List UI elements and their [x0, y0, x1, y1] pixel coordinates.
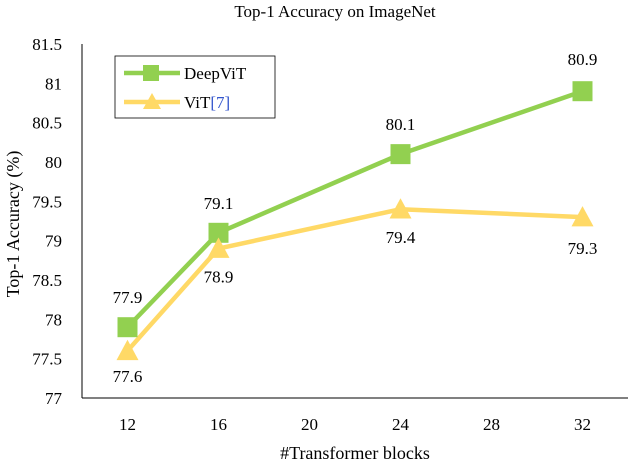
legend: DeepViT ViT[7]: [114, 55, 276, 119]
y-tick-label: 78: [45, 310, 62, 329]
data-label-vit: 78.9: [204, 268, 234, 287]
y-tick-label: 81.5: [32, 35, 62, 54]
point-vit: [116, 339, 139, 361]
y-axis-label: Top-1 Accuracy (%): [3, 151, 24, 298]
x-tick-label: 32: [574, 415, 591, 434]
legend-box: [114, 55, 276, 119]
data-label-deepvit: 80.1: [386, 115, 416, 134]
legend-marker-deepvit: [143, 65, 159, 81]
y-tick-label: 80.5: [32, 114, 62, 133]
y-tick-label: 78.5: [32, 271, 62, 290]
point-vit: [571, 206, 594, 227]
chart-title: Top-1 Accuracy on ImageNet: [234, 2, 436, 21]
point-deepvit: [208, 222, 229, 243]
data-label-deepvit: 77.9: [113, 288, 143, 307]
data-label-deepvit: 79.1: [204, 194, 234, 213]
data-label-vit: 79.3: [568, 239, 598, 258]
point-deepvit: [572, 81, 593, 102]
y-tick-label: 77: [45, 389, 63, 408]
series-line-deepvit: [125, 89, 584, 329]
point-vit: [389, 198, 412, 219]
series-line-vit: [125, 206, 583, 353]
data-label-deepvit: 80.9: [568, 50, 598, 69]
legend-reference: [7]: [210, 93, 230, 112]
legend-marker-vit: [143, 93, 161, 109]
data-label-vit: 77.6: [113, 367, 143, 386]
y-tick-label: 80: [45, 153, 62, 172]
y-tick-label: 81: [45, 74, 62, 93]
x-tick-label: 28: [483, 415, 500, 434]
y-tick-label: 79.5: [32, 192, 62, 211]
point-vit: [207, 237, 230, 258]
y-tick-label: 77.5: [32, 350, 62, 369]
data-label-vit: 79.4: [386, 228, 416, 247]
x-tick-label: 12: [119, 415, 136, 434]
point-deepvit: [390, 144, 411, 165]
x-tick-label: 16: [210, 415, 227, 434]
legend-label-deepvit: DeepViT: [184, 64, 247, 83]
legend-label-vit: ViT[7]: [184, 93, 230, 112]
x-tick-label: 20: [301, 415, 318, 434]
x-tick-label: 24: [392, 415, 410, 434]
x-axis-label: #Transformer blocks: [280, 443, 430, 463]
point-deepvit: [117, 317, 138, 338]
y-tick-label: 79: [45, 232, 62, 251]
